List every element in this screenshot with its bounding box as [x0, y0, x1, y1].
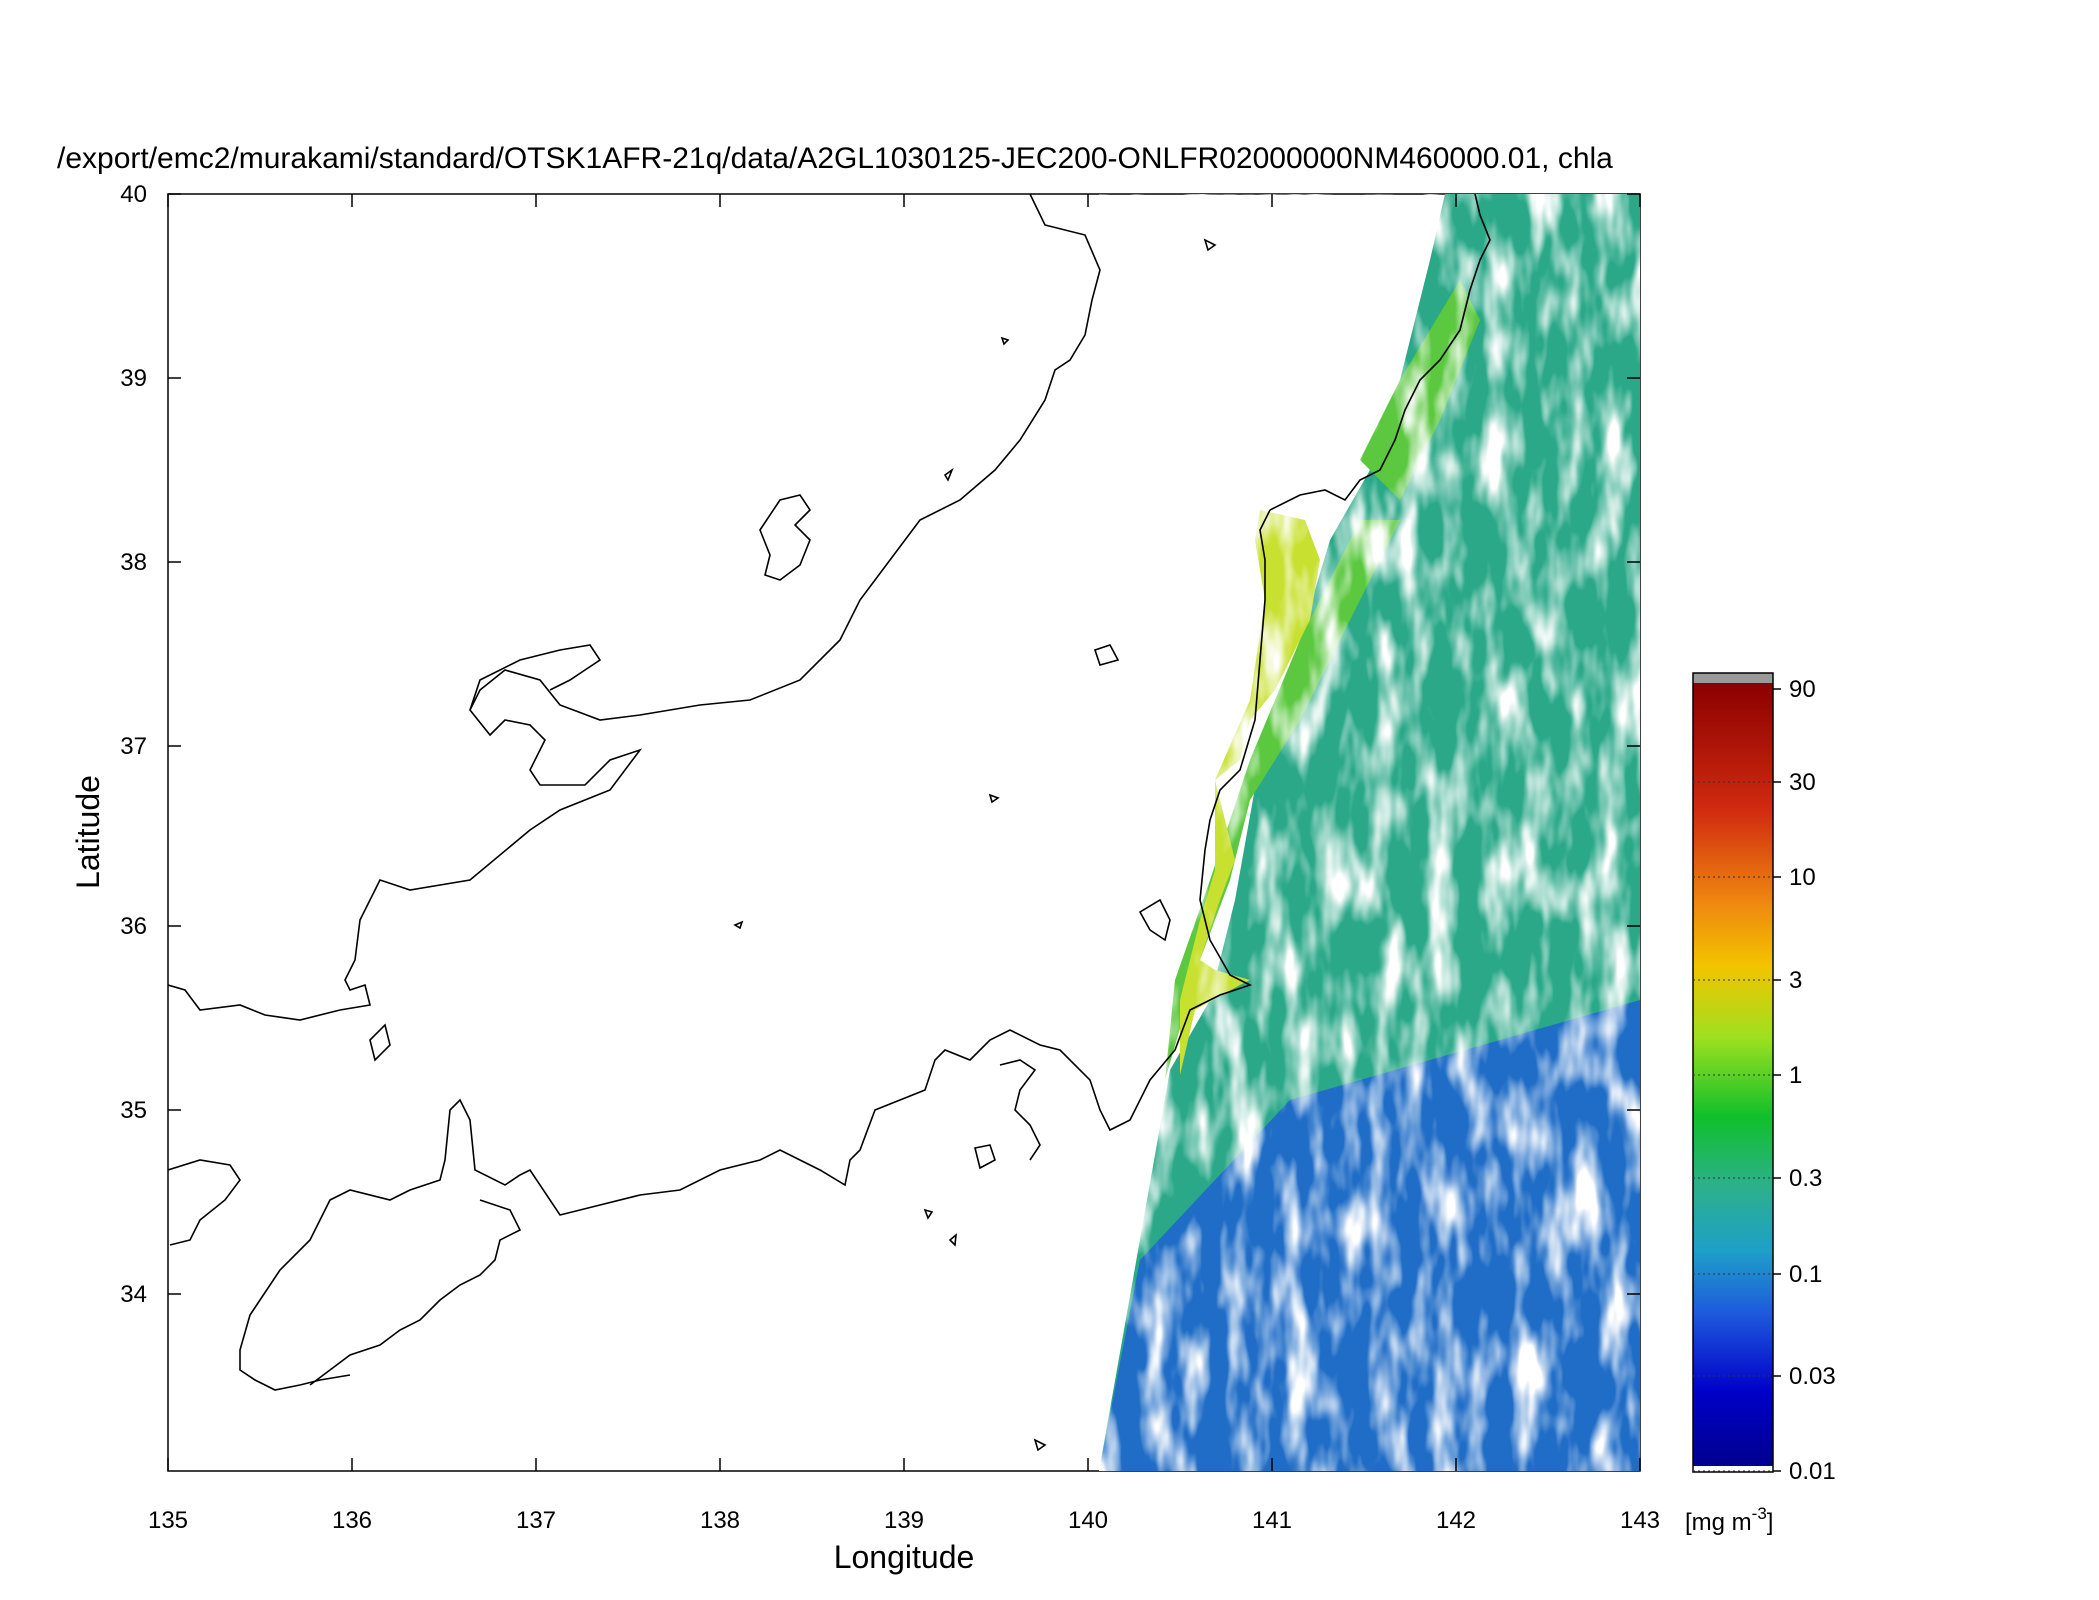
- colorbar-tick-label: 3: [1789, 967, 1802, 994]
- colorbar-frame: [1692, 672, 1774, 1473]
- colorbar-overflow-swatch: [1693, 673, 1773, 683]
- y-tick-label: 35: [120, 1097, 147, 1124]
- offshore-islet: [1093, 644, 1120, 666]
- coastlines: [168, 194, 1491, 1452]
- small-islet-8: [1033, 1438, 1047, 1452]
- colorbar-tick-label: 90: [1789, 676, 1816, 703]
- x-tick-label: 137: [516, 1507, 556, 1534]
- x-axis: 135 136 137 138 139 140 141 142 143 Long…: [148, 194, 1660, 1575]
- colorbar-gridlines: [1693, 781, 1773, 1472]
- x-tick-label: 139: [884, 1507, 924, 1534]
- y-tick-label: 40: [120, 181, 147, 208]
- honshu-coast-north: [168, 194, 1101, 1021]
- x-tick-label: 143: [1620, 1507, 1660, 1534]
- colorbar-tick-label: 0.1: [1789, 1261, 1822, 1288]
- awaji-island: [369, 1023, 391, 1062]
- small-islet-2: [1000, 336, 1010, 346]
- colorbar-unit-label: [mg m-3]: [1685, 1504, 1773, 1536]
- x-tick-label: 135: [148, 1507, 188, 1534]
- x-tick-label: 136: [332, 1507, 372, 1534]
- small-islet-3: [943, 467, 954, 482]
- izu-oshima-island: [974, 1144, 996, 1170]
- shikoku-kii-coast: [168, 1159, 241, 1246]
- small-islet-7: [948, 1233, 957, 1247]
- y-tick-label: 34: [120, 1281, 147, 1308]
- x-axis-title: Longitude: [834, 1539, 975, 1575]
- colorbar-tick-label: 0.03: [1789, 1363, 1836, 1390]
- x-tick-label: 138: [700, 1507, 740, 1534]
- colorbar-underflow-swatch: [1693, 1466, 1773, 1472]
- y-tick-label: 36: [120, 913, 147, 940]
- colorbar-tick-label: 0.3: [1789, 1165, 1822, 1192]
- colorbar-gradient: [1693, 683, 1773, 1471]
- sado-island: [759, 494, 812, 581]
- chlorophyll-swath: [1099, 194, 1640, 1471]
- small-islet-6: [923, 1208, 934, 1220]
- x-tick-label: 142: [1436, 1507, 1476, 1534]
- small-islet-5: [733, 920, 744, 930]
- cloud-mask: [1099, 194, 1640, 1471]
- colorbar-tick-label: 30: [1789, 769, 1816, 796]
- colorbar-tick-label: 0.01: [1789, 1458, 1836, 1485]
- small-islet-4: [988, 793, 1000, 804]
- chita-atsumi-coast: [999, 1059, 1041, 1161]
- colorbar: 90 30 10 3 1 0.3 0.1 0.03 0.01 [mg m-3]: [1685, 672, 1836, 1536]
- kii-peninsula-coast: [309, 1199, 522, 1386]
- honshu-coast-kanto: [239, 509, 1271, 1391]
- colorbar-tick-label: 1: [1789, 1062, 1802, 1089]
- colorbar-ticks: [1773, 688, 1781, 1472]
- y-tick-marks: [168, 193, 1640, 1295]
- colorbar-tick-label: 10: [1789, 864, 1816, 891]
- small-islet-1: [1203, 238, 1217, 252]
- y-tick-label: 38: [120, 549, 147, 576]
- figure-title: /export/emc2/murakami/standard/OTSK1AFR-…: [57, 142, 1613, 175]
- noto-peninsula-coast: [469, 644, 602, 711]
- x-tick-label: 141: [1252, 1507, 1292, 1534]
- honshu-coast-east: [1269, 194, 1491, 511]
- y-axis-title: Latitude: [70, 775, 106, 889]
- x-tick-label: 140: [1068, 1507, 1108, 1534]
- lake-kasumigaura: [1138, 898, 1171, 942]
- y-axis: 34 35 36 37 38 39 40 Latitude: [70, 181, 1640, 1308]
- x-tick-marks: [167, 194, 1641, 1471]
- y-tick-label: 39: [120, 365, 147, 392]
- y-tick-label: 37: [120, 733, 147, 760]
